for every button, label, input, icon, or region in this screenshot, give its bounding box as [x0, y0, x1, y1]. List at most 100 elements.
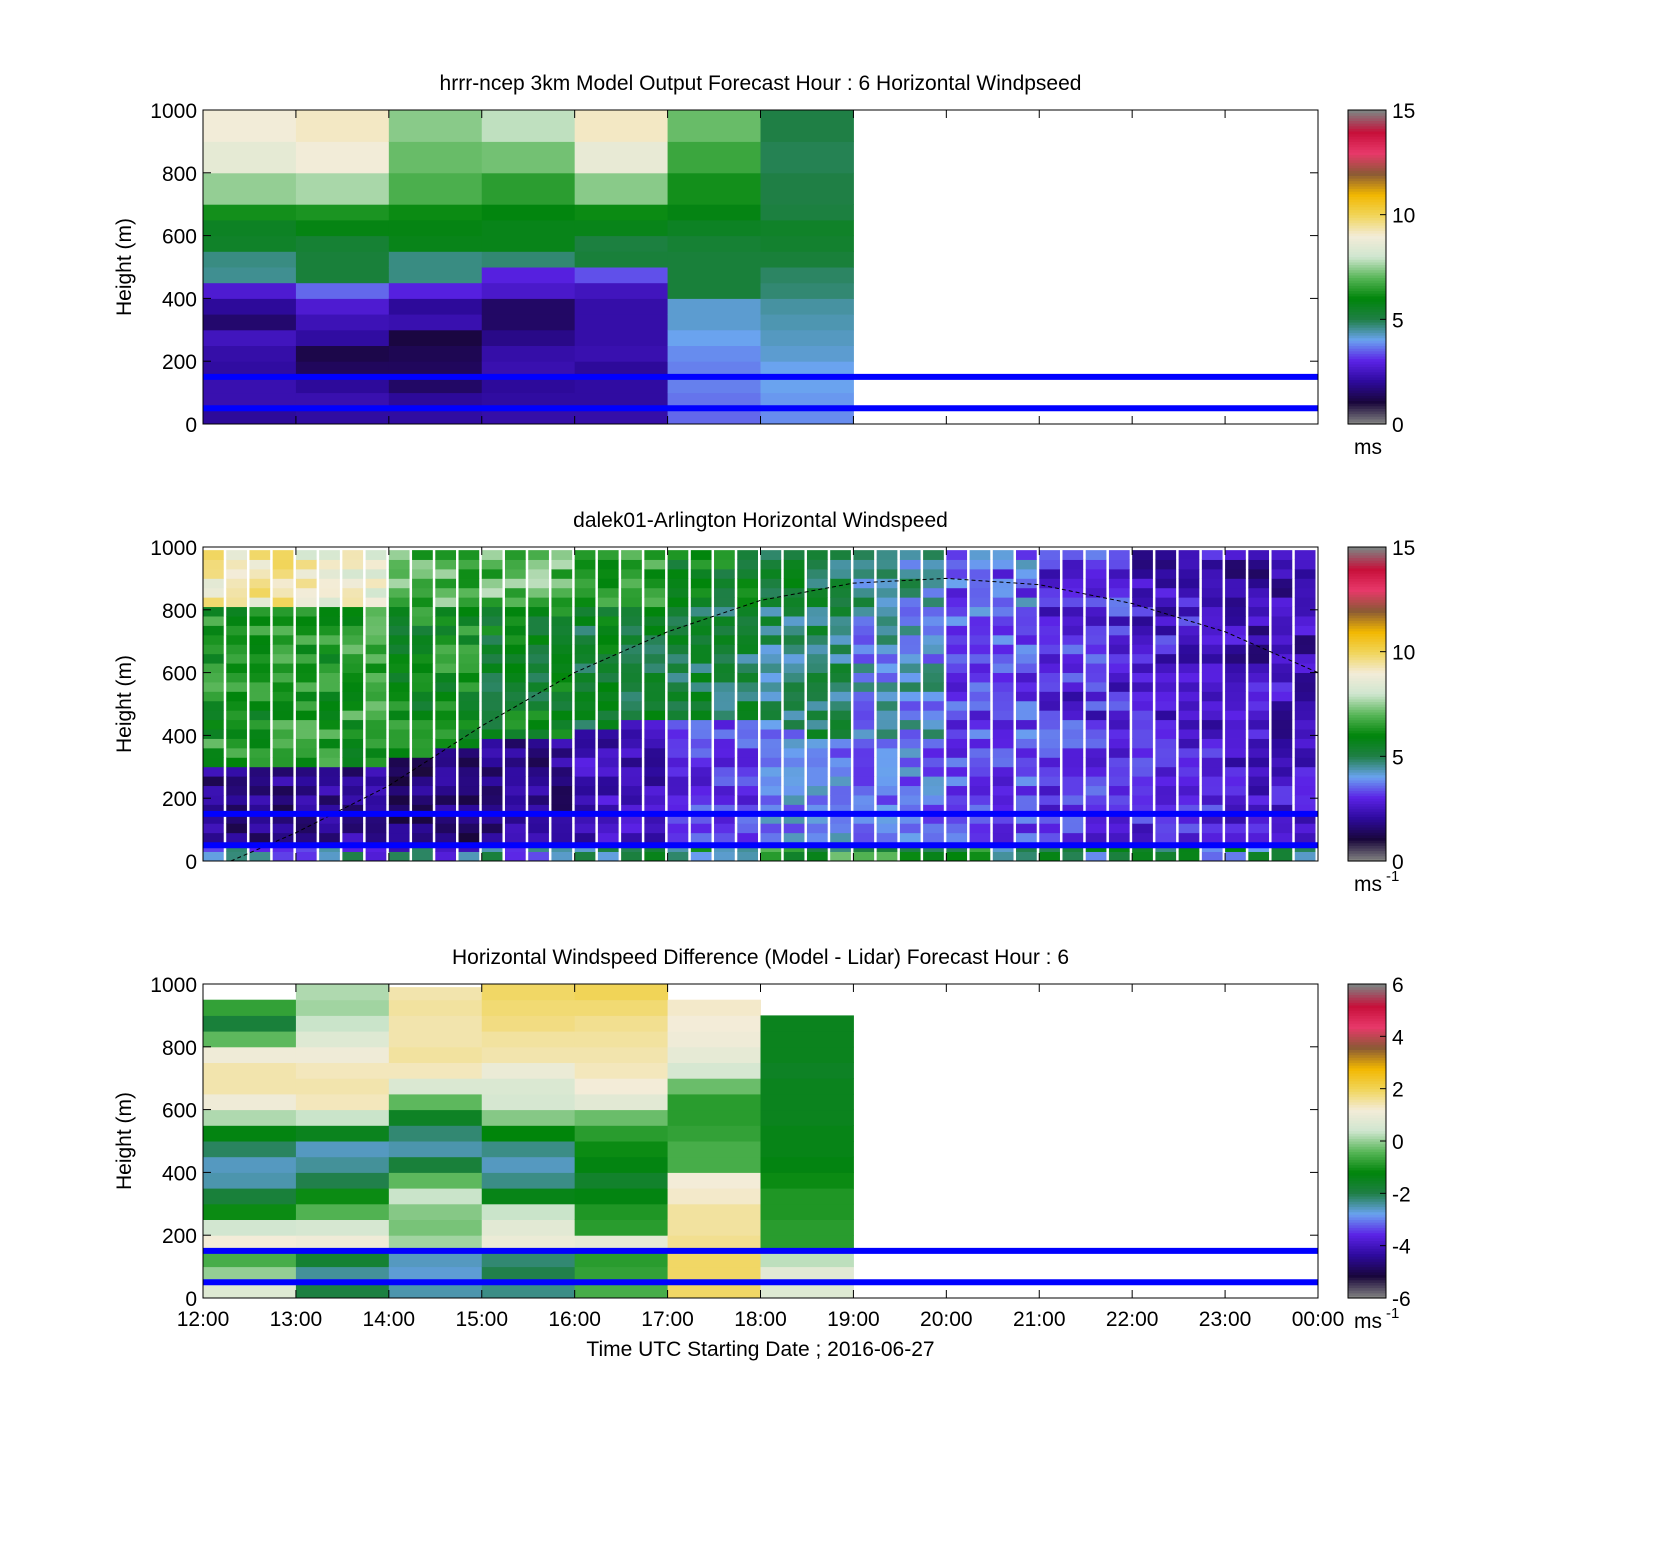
heatmap-cell [1201, 672, 1223, 683]
panel-title: dalek01-Arlington Horizontal Windspeed [573, 509, 948, 532]
heatmap-cell [644, 813, 666, 824]
colorbar-segment [1348, 1059, 1386, 1064]
heatmap-cell [528, 691, 549, 702]
colorbar-segment [1348, 1086, 1386, 1090]
heatmap-cell [272, 766, 294, 777]
heatmap-cell [1271, 738, 1293, 749]
heatmap-cell [690, 766, 712, 777]
heatmap-cell [504, 719, 526, 730]
heatmap-cell [737, 832, 758, 843]
heatmap-cell [760, 691, 782, 702]
heatmap-cell [1039, 653, 1060, 664]
heatmap-cell [969, 795, 991, 805]
colorbar-segment [1348, 991, 1386, 996]
heatmap-cell [226, 644, 247, 655]
y-tick-label: 400 [162, 288, 197, 311]
heatmap-cell [365, 785, 387, 796]
heatmap-cell [667, 559, 689, 570]
heatmap-cell [830, 691, 851, 702]
heatmap-cell [969, 625, 991, 636]
heatmap-cell [1039, 568, 1060, 579]
heatmap-cell [644, 625, 666, 636]
colorbar-segment [1348, 321, 1386, 326]
heatmap-cell [760, 785, 782, 796]
boundary-layer-curve [230, 577, 1319, 862]
colorbar-segment [1348, 1224, 1386, 1228]
heatmap-cell [806, 682, 828, 692]
heatmap-cell [714, 795, 735, 805]
heatmap-cell [203, 204, 297, 221]
heatmap-cell [714, 663, 735, 673]
heatmap-cell [203, 757, 224, 768]
heatmap-cell [783, 776, 805, 787]
heatmap-cell [1155, 700, 1177, 711]
heatmap-cell [388, 1141, 483, 1158]
colorbar-segment [1348, 1088, 1386, 1092]
y-tick-label: 800 [162, 163, 197, 186]
heatmap-cell [923, 813, 944, 824]
heatmap-cell [342, 606, 364, 617]
heatmap-cell [644, 559, 666, 570]
colorbar-segment [1348, 172, 1386, 177]
heatmap-cell [249, 804, 271, 815]
heatmap-cell [946, 747, 968, 758]
heatmap-cell [1271, 587, 1293, 598]
heatmap-cell [714, 550, 735, 560]
heatmap-cell [504, 823, 526, 834]
colorbar-segment [1348, 144, 1386, 148]
heatmap-cell [621, 568, 642, 579]
heatmap-cell [435, 710, 457, 721]
heatmap-cell [1294, 832, 1316, 843]
heatmap-cell [272, 606, 294, 617]
heatmap-cell [388, 1250, 483, 1268]
heatmap-cell [574, 682, 596, 692]
heatmap-cell [667, 1250, 761, 1268]
heatmap-cell [388, 559, 410, 570]
heatmap-cell [574, 204, 669, 221]
heatmap-cell [203, 999, 297, 1016]
heatmap-cell [597, 795, 619, 805]
heatmap-cell [342, 672, 364, 683]
heatmap-cell [319, 606, 340, 617]
heatmap-cell [899, 823, 921, 834]
colorbar-segment [1348, 277, 1386, 281]
colorbar-segment [1348, 403, 1386, 407]
heatmap-cell [1178, 625, 1200, 636]
heatmap-cell [226, 672, 247, 683]
heatmap-cell [969, 672, 991, 683]
colorbar-segment [1348, 1054, 1386, 1058]
heatmap-cell [295, 634, 317, 645]
heatmap-cell [435, 813, 457, 824]
heatmap-cell [690, 776, 712, 787]
heatmap-cell [458, 550, 480, 560]
heatmap-cell [365, 578, 387, 589]
heatmap-cell [760, 851, 782, 862]
colorbar-segment [1348, 740, 1386, 744]
colorbar-tick-label: -6 [1392, 1288, 1411, 1311]
heatmap-cell [504, 757, 526, 768]
heatmap-cell [365, 682, 387, 692]
heatmap-cell [388, 1078, 483, 1095]
heatmap-cell [388, 1219, 483, 1236]
heatmap-cell [504, 682, 526, 692]
colorbar-segment [1348, 1240, 1386, 1244]
heatmap-cell [1155, 578, 1177, 589]
heatmap-cell [481, 1282, 576, 1299]
heatmap-cell [1155, 559, 1177, 570]
heatmap-cell [272, 776, 294, 787]
heatmap-cell [644, 634, 666, 645]
colorbar-segment [1348, 795, 1386, 799]
colorbar-segment [1348, 777, 1386, 781]
heatmap-cell [1085, 691, 1107, 702]
heatmap-cell [272, 691, 294, 702]
colorbar-segment [1348, 1083, 1386, 1087]
heatmap-cell [1248, 738, 1270, 749]
heatmap-cell [295, 813, 317, 824]
heatmap-cell [1155, 710, 1177, 721]
heatmap-cell [1271, 766, 1293, 777]
heatmap-cell [1178, 587, 1200, 598]
colorbar-segment [1348, 724, 1386, 729]
heatmap-cell [621, 832, 642, 843]
x-tick-label: 18:00 [734, 1308, 787, 1331]
